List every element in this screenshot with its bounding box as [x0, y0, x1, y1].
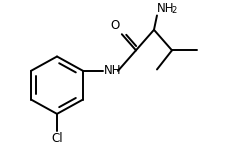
Text: 2: 2	[171, 6, 176, 15]
Text: NH: NH	[104, 64, 122, 77]
Text: NH: NH	[157, 2, 174, 15]
Text: O: O	[111, 19, 120, 32]
Text: Cl: Cl	[51, 132, 63, 145]
